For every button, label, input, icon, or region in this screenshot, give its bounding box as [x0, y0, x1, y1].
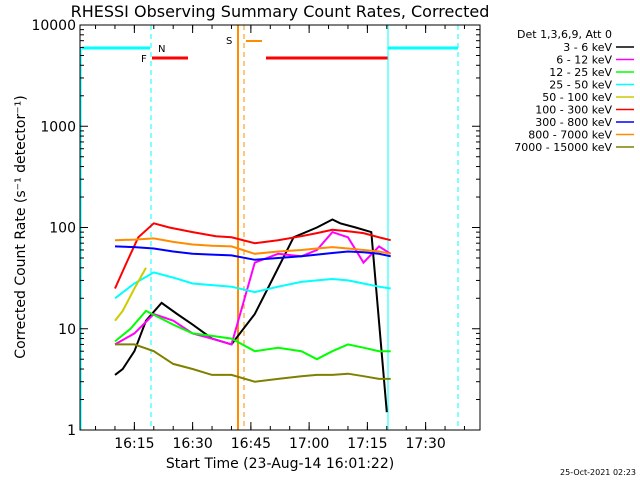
series-line-7: [114, 245, 391, 261]
series-line-1: [114, 218, 388, 413]
x-tick-label: 17:00: [289, 436, 329, 452]
flag-label-n: N: [158, 44, 165, 55]
y-axis-label: Corrected Count Rate (s⁻¹ detector⁻¹): [13, 95, 29, 358]
y-tick-label: 100: [49, 221, 76, 237]
series-line-5: [114, 267, 147, 322]
legend-entry-label: 6 - 12 keV: [556, 54, 612, 67]
x-tick-label: 17:15: [347, 436, 387, 452]
legend-entry-label: 25 - 50 keV: [549, 79, 612, 92]
series-line-8: [114, 237, 391, 255]
series-line-9: [115, 343, 391, 383]
flag-label-s: S: [226, 36, 232, 47]
series-line-6: [114, 222, 391, 289]
plot-frame: [79, 24, 481, 431]
legend-entry-label: 7000 - 15000 keV: [514, 141, 612, 154]
legend-entry-label: 100 - 300 keV: [535, 104, 612, 117]
y-tick-label: 10000: [31, 18, 76, 34]
y-tick-label: 1: [67, 423, 76, 439]
legend-entry-label: 12 - 25 keV: [549, 66, 612, 79]
y-tick-label: 1000: [40, 119, 76, 135]
series-line-3: [114, 309, 391, 361]
legend-entry-label: 300 - 800 keV: [535, 116, 612, 129]
x-tick-label: 16:45: [231, 436, 271, 452]
plot-area: NF S: [80, 25, 459, 430]
x-tick-label: 16:15: [114, 436, 154, 452]
legend-entry-label: 800 - 7000 keV: [528, 129, 612, 142]
legend-entry-label: 50 - 100 keV: [542, 91, 612, 104]
chart-title: RHESSI Observing Summary Count Rates, Co…: [71, 2, 490, 21]
legend-title: Det 1,3,6,9, Att 0: [517, 28, 612, 41]
x-axis-label: Start Time (23-Aug-14 16:01:22): [166, 456, 394, 472]
flag-label-f: F: [141, 54, 147, 65]
series-line-4: [114, 271, 391, 300]
x-tick-label: 17:30: [405, 436, 445, 452]
y-tick-label: 10: [58, 322, 76, 338]
x-tick-label: 16:30: [172, 436, 212, 452]
axes: 1 10 100 1000 10000 16:15 16:30 16:45 17:00 17:15…: [31, 18, 481, 452]
legend-entry-label: 3 - 6 keV: [563, 41, 612, 54]
timestamp: 25-Oct-2021 02:23: [560, 468, 636, 477]
